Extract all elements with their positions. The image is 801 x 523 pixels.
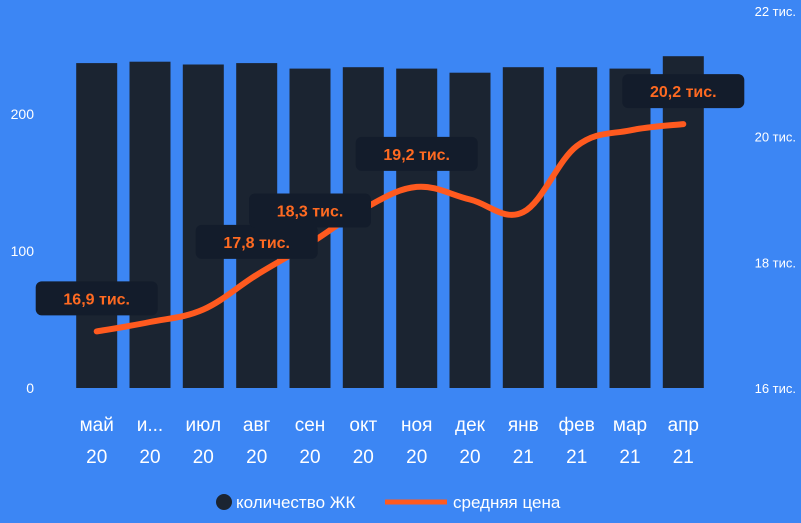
data-label: 17,8 тис. <box>223 235 290 252</box>
data-label-box <box>35 281 158 316</box>
x-tick-month: мар <box>613 415 647 436</box>
x-tick-year: 21 <box>673 447 694 468</box>
right-axis: 16 тис. 18 тис. 20 тис. 22 тис. <box>755 4 796 396</box>
legend: количество ЖК средняя цена <box>216 493 561 512</box>
right-axis-tick-label: 20 тис. <box>755 130 796 145</box>
left-axis: 0 100 200 <box>11 106 35 396</box>
x-tick-year: 20 <box>299 447 320 468</box>
bar <box>342 67 384 388</box>
x-tick-year: 21 <box>513 447 534 468</box>
right-axis-tick-label: 16 тис. <box>755 381 796 396</box>
data-label-box <box>195 224 318 259</box>
data-label-box <box>249 193 371 228</box>
right-axis-tick-label: 22 тис. <box>755 4 796 19</box>
bar <box>556 67 598 388</box>
x-tick-month: май <box>80 415 114 436</box>
bar <box>396 68 438 388</box>
x-tick-month: июл <box>186 415 222 436</box>
data-label: 20,2 тис. <box>650 84 717 101</box>
price-line <box>93 121 687 335</box>
left-axis-tick-label: 0 <box>26 380 34 396</box>
x-tick-month: ноя <box>401 415 432 436</box>
x-tick-year: 20 <box>406 447 427 468</box>
x-tick-year: 20 <box>139 447 160 468</box>
x-tick-month: авг <box>243 415 271 436</box>
x-axis: май 20 и... 20 июл 20 авг 20 сен 20 окт 20 ноя 20 дек 2… <box>80 415 699 468</box>
bar <box>609 68 651 388</box>
x-tick-year: 21 <box>566 447 587 468</box>
x-tick-year: 20 <box>86 447 107 468</box>
data-label-box <box>355 136 478 171</box>
bar <box>502 67 544 388</box>
right-axis-tick-label: 18 тис. <box>755 255 796 270</box>
legend-bar-label: количество ЖК <box>236 493 355 512</box>
left-axis-tick-label: 200 <box>11 106 35 122</box>
bars-layer <box>76 56 704 388</box>
legend-line-label: средняя цена <box>453 493 561 512</box>
bar <box>662 56 704 388</box>
legend-bar-marker <box>216 494 232 510</box>
x-tick-month: фев <box>559 415 595 436</box>
x-tick-month: окт <box>349 415 377 436</box>
left-axis-tick-label: 100 <box>11 243 35 259</box>
bar <box>449 72 491 388</box>
data-labels-layer: 16,9 тис. 17,8 тис. 18,3 тис. 19,2 тис. 20,2… <box>35 74 745 316</box>
x-tick-month: сен <box>295 415 326 436</box>
x-tick-year: 20 <box>246 447 267 468</box>
x-tick-year: 21 <box>619 447 640 468</box>
x-tick-month: янв <box>508 415 539 436</box>
x-tick-month: дек <box>455 415 486 436</box>
data-label-box <box>622 74 745 109</box>
x-tick-month: апр <box>668 415 699 436</box>
x-tick-month: и... <box>137 415 163 436</box>
line-layer <box>93 121 687 335</box>
x-tick-year: 20 <box>193 447 214 468</box>
data-label: 18,3 тис. <box>277 204 344 221</box>
data-label: 16,9 тис. <box>63 291 130 308</box>
bar <box>129 61 171 388</box>
x-tick-year: 20 <box>459 447 480 468</box>
bar <box>76 63 118 388</box>
x-tick-year: 20 <box>353 447 374 468</box>
data-label: 19,2 тис. <box>383 147 450 164</box>
